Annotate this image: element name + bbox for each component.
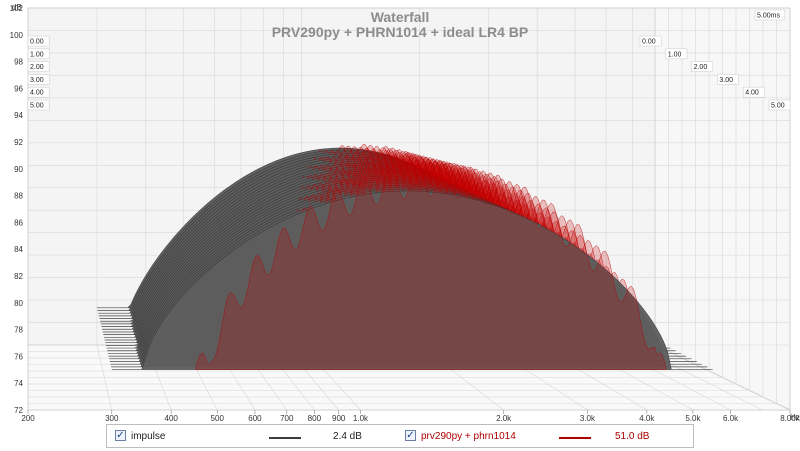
time-label-left: 5.00: [27, 99, 50, 111]
y-tick-label: 72: [14, 406, 23, 415]
svg-text:4.00: 4.00: [30, 90, 44, 97]
svg-text:5.00: 5.00: [30, 103, 44, 110]
legend-value-response: 51.0 dB: [615, 431, 650, 442]
time-end-label: 5.00ms: [754, 9, 786, 21]
y-axis-ticks: 72 74 76 78 80 82 84 86 88 90 92 94 96 98 100 102: [10, 4, 24, 415]
y-tick-label: 74: [14, 379, 23, 388]
svg-text:0.00: 0.00: [30, 39, 44, 46]
x-tick-label: 8.00k: [780, 414, 800, 423]
time-label-left: 4.00: [27, 86, 50, 98]
svg-text:4.00: 4.00: [745, 90, 759, 97]
time-label-left: 3.00: [27, 74, 50, 85]
time-label-right: 3.00: [717, 74, 739, 85]
time-label-right: 1.00: [665, 48, 688, 60]
y-tick-label: 76: [14, 352, 23, 361]
y-tick-label: 98: [14, 58, 23, 67]
x-tick-label: 500: [211, 414, 225, 423]
svg-text:0.00: 0.00: [642, 39, 656, 46]
y-tick-label: 88: [14, 192, 23, 201]
x-axis-ticks: 200 300 400 500 600 700 800 900 1.0k 2.0k 3.0k 4.0k…: [21, 410, 800, 423]
x-tick-label: 700: [280, 414, 294, 423]
svg-text:2.00: 2.00: [30, 64, 44, 71]
y-tick-label: 78: [14, 326, 23, 335]
y-tick-label: 82: [14, 272, 23, 281]
waterfall-slices: [96, 143, 713, 370]
y-tick-label: 80: [14, 299, 23, 308]
legend-label-impulse: impulse: [131, 431, 166, 442]
x-tick-label: 800: [308, 414, 322, 423]
x-tick-label: 300: [105, 414, 119, 423]
y-axis-unit: dB: [12, 3, 22, 12]
time-axis-ticks: 0.00 1.00 2.00 3.00 4.00 5.00 0.00 1.00 2.00 3.00…: [27, 9, 791, 111]
time-label-left: 1.00: [27, 48, 50, 60]
svg-text:3.00: 3.00: [719, 77, 733, 84]
x-axis-unit: Hz: [790, 413, 800, 422]
time-label-right: 5.00: [768, 99, 791, 111]
legend: ✓ impulse 2.4 dB ✓ prv290py + phrn1014 5…: [106, 424, 694, 448]
svg-text:5.00ms: 5.00ms: [757, 13, 780, 20]
x-tick-label: 600: [248, 414, 262, 423]
chart-subtitle: PRV290py + PHRN1014 + ideal LR4 BP: [271, 24, 529, 40]
y-tick-label: 84: [14, 245, 23, 254]
svg-text:1.00: 1.00: [668, 51, 682, 58]
chart-title: Waterfall: [370, 9, 430, 25]
legend-swatch-impulse: [269, 437, 301, 439]
x-tick-label: 400: [165, 414, 179, 423]
time-label-left: 0.00: [27, 35, 50, 47]
svg-text:1.00: 1.00: [30, 51, 44, 58]
y-tick-label: 102: [10, 4, 24, 13]
time-label-right: 4.00: [742, 86, 765, 98]
svg-text:2.00: 2.00: [694, 64, 708, 71]
x-tick-label: 200: [21, 414, 35, 423]
legend-value-impulse: 2.4 dB: [333, 431, 362, 442]
legend-swatch-response: [559, 437, 591, 439]
x-tick-label: 4.0k: [639, 414, 655, 423]
x-tick-label: 5.0k: [685, 414, 701, 423]
y-tick-label: 100: [10, 31, 24, 40]
y-tick-label: 96: [14, 84, 23, 93]
x-tick-label: 900: [332, 414, 346, 423]
time-label-right: 0.00: [639, 35, 662, 47]
y-tick-label: 92: [14, 138, 23, 147]
response-checkbox[interactable]: ✓: [405, 430, 416, 441]
x-tick-label: 1.0k: [353, 414, 369, 423]
time-label-right: 2.00: [691, 61, 714, 72]
x-tick-label: 3.0k: [580, 414, 596, 423]
legend-label-response: prv290py + phrn1014: [421, 431, 516, 442]
x-tick-label: 6.0k: [723, 414, 739, 423]
y-tick-label: 90: [14, 165, 23, 174]
y-tick-label: 94: [14, 111, 23, 120]
svg-text:3.00: 3.00: [30, 77, 44, 84]
x-tick-label: 2.0k: [496, 414, 512, 423]
svg-text:5.00: 5.00: [771, 103, 785, 110]
impulse-checkbox[interactable]: ✓: [115, 430, 126, 441]
time-label-left: 2.00: [27, 61, 50, 72]
y-tick-label: 86: [14, 218, 23, 227]
